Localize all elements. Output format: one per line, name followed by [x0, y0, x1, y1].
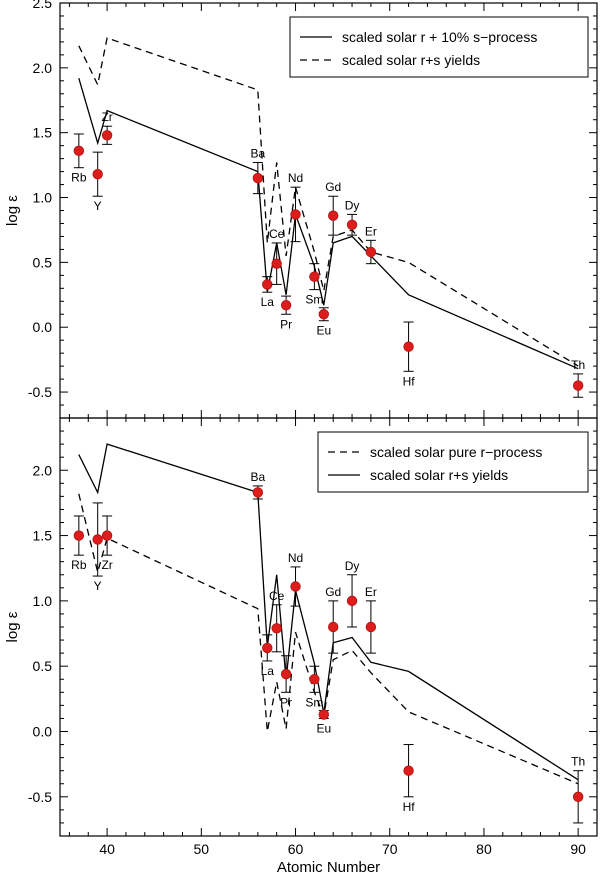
element-label-Nd: Nd [288, 551, 303, 565]
data-point-Gd [328, 210, 339, 221]
data-point-Ba [252, 172, 264, 184]
element-label-Sm: Sm [305, 695, 323, 709]
y-axis-title: log ε [4, 611, 21, 642]
dashed-model-line [78, 37, 579, 367]
y-tick-label: 0.5 [33, 254, 53, 270]
element-label-Er: Er [365, 585, 377, 599]
y-axis-title: log ε [4, 195, 21, 226]
x-tick-label: 40 [99, 841, 115, 857]
data-point-Er [365, 621, 377, 633]
y-tick-label: 0.5 [33, 658, 53, 674]
y-tick-label: 2.0 [33, 462, 53, 478]
data-point-Er [365, 246, 377, 258]
element-label-Hf: Hf [403, 374, 416, 388]
element-label-Th: Th [571, 358, 585, 372]
y-tick-label: 1.5 [33, 528, 53, 544]
data-point-Zr [101, 130, 113, 141]
legend-label: scaled solar r+s yields [342, 52, 480, 68]
element-label-Hf: Hf [403, 800, 416, 814]
element-label-Er: Er [365, 224, 377, 238]
x-tick-label: 90 [570, 841, 586, 857]
element-label-Ba: Ba [250, 470, 265, 484]
y-tick-label: -0.5 [28, 384, 52, 400]
data-point-Dy [346, 219, 358, 230]
element-label-Nd: Nd [288, 171, 303, 185]
element-label-Y: Y [94, 579, 102, 593]
data-point-Zr [101, 530, 113, 541]
legend-label: scaled solar r + 10% s−process [342, 29, 537, 45]
element-label-La: La [261, 664, 275, 678]
data-point-Dy [346, 595, 358, 607]
data-point-Pr [280, 299, 292, 311]
legend-label: scaled solar r+s yields [370, 467, 508, 483]
element-label-Gd: Gd [325, 585, 341, 599]
legend-label: scaled solar pure r−process [370, 444, 542, 460]
data-point-Eu [318, 709, 329, 720]
element-label-Rb: Rb [71, 171, 87, 185]
element-label-Dy: Dy [345, 559, 360, 573]
top-panel: 2.5 2.0 1.5 1.0 0.5 0.0 -0.5 log ε Rb Y Zr Ba La Ce Pr… [4, 0, 598, 419]
element-label-Sm: Sm [305, 293, 323, 307]
data-point-Hf [403, 341, 414, 352]
element-label-Rb: Rb [71, 558, 87, 572]
data-point-Y [92, 534, 103, 545]
element-label-Pr: Pr [280, 317, 292, 331]
data-point-La [262, 642, 273, 654]
y-tick-label: 1.0 [33, 593, 53, 609]
data-point-Rb [73, 145, 85, 157]
element-label-Ce: Ce [269, 589, 285, 603]
data-point-Ba [252, 487, 264, 498]
y-tick-label: 1.0 [33, 190, 53, 206]
x-axis-title: Atomic Number [277, 859, 380, 875]
data-point-Hf [403, 765, 414, 776]
data-point-Gd [328, 621, 339, 633]
element-label-Pr: Pr [280, 695, 292, 709]
data-point-Sm [309, 271, 320, 282]
x-tick-label: 60 [288, 841, 304, 857]
x-tick-label: 50 [194, 841, 210, 857]
y-tick-label: 2.5 [33, 0, 53, 11]
data-point-Th [572, 380, 584, 391]
data-point-Ce [271, 623, 282, 634]
x-tick-label: 80 [476, 841, 492, 857]
y-tick-label: 0.0 [33, 724, 53, 740]
element-label-Ba: Ba [250, 147, 265, 161]
y-tick-label: -0.5 [28, 789, 52, 805]
data-point-Th [572, 791, 584, 803]
element-label-Th: Th [571, 755, 585, 769]
element-label-Ce: Ce [269, 227, 285, 241]
data-point-Pr [280, 668, 292, 680]
data-point-Nd [290, 209, 301, 220]
element-label-Dy: Dy [345, 198, 360, 212]
element-label-Eu: Eu [316, 324, 331, 338]
element-label-Y: Y [94, 199, 102, 213]
data-point-La [262, 279, 273, 290]
y-tick-label: 1.5 [33, 125, 53, 141]
legend-box [317, 431, 589, 493]
data-point-Eu [318, 309, 329, 320]
data-point-Nd [290, 581, 301, 592]
data-point-Rb [73, 530, 85, 541]
element-label-Zr: Zr [101, 558, 112, 572]
y-tick-label: 2.0 [33, 60, 53, 76]
data-point-Sm [309, 674, 320, 685]
element-label-Zr: Zr [101, 110, 112, 124]
dashed-model-line [78, 493, 579, 785]
data-point-Y [92, 168, 103, 180]
element-label-Eu: Eu [316, 721, 331, 735]
legend-box [289, 16, 589, 78]
y-tick-label: 0.0 [33, 319, 53, 335]
element-label-La: La [261, 295, 275, 309]
data-point-Ce [271, 258, 282, 269]
bottom-panel: 2.0 1.5 1.0 0.5 0.0 -0.5 40 50 60 70 80 90 log ε Atom… [4, 417, 598, 875]
element-label-Gd: Gd [325, 180, 341, 194]
x-tick-label: 70 [382, 841, 398, 857]
